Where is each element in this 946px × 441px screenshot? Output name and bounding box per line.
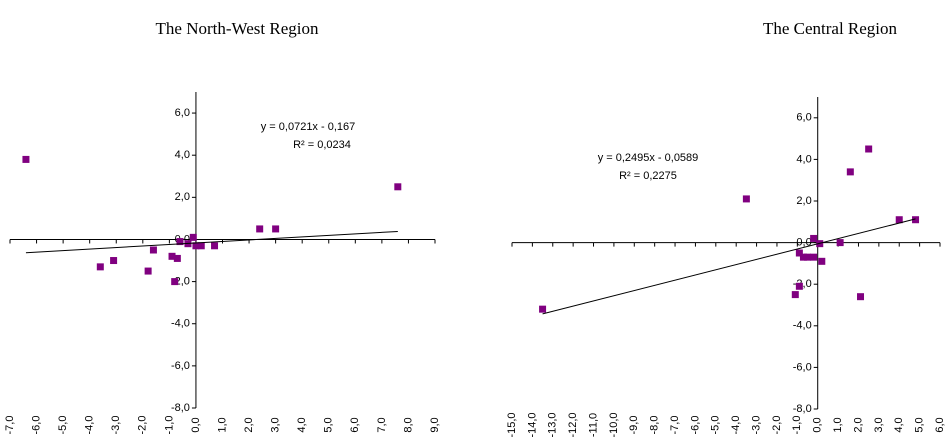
point xyxy=(818,257,826,265)
point xyxy=(912,216,920,224)
x-tick-label: -3,0 xyxy=(110,416,122,435)
x-tick-label: 0,0 xyxy=(190,417,202,432)
trendline xyxy=(25,230,398,254)
point xyxy=(189,233,197,241)
trend-equation: y = 0,2495x - 0,0589 xyxy=(598,152,699,164)
trend-equation: R² = 0,0234 xyxy=(293,139,351,151)
y-tick-label: 6,0 xyxy=(175,107,190,119)
point xyxy=(895,216,903,224)
point xyxy=(742,195,750,203)
point xyxy=(865,145,873,153)
y-tick-label: -6,0 xyxy=(793,361,812,373)
point xyxy=(168,252,176,260)
x-tick-label: 7,0 xyxy=(376,417,388,432)
x-tick-label: -11,0 xyxy=(587,413,599,437)
point xyxy=(256,225,264,233)
x-tick-label: -5,0 xyxy=(710,416,722,435)
point xyxy=(846,168,854,176)
point xyxy=(791,291,799,299)
y-tick-label: 6,0 xyxy=(796,112,811,124)
x-tick-label: -6,0 xyxy=(689,416,701,435)
x-tick-label: 1,0 xyxy=(832,417,844,432)
trend-equation: y = 0,0721x - 0,167 xyxy=(261,121,355,133)
x-tick-label: -1,0 xyxy=(163,416,175,435)
point xyxy=(799,253,807,261)
x-tick-label: 8,0 xyxy=(402,417,414,432)
x-tick-label: -3,0 xyxy=(750,416,762,435)
chart-title: The North-West Region xyxy=(156,19,319,38)
point xyxy=(857,293,865,301)
point xyxy=(192,242,200,250)
point xyxy=(810,234,818,242)
x-tick-label: -15,0 xyxy=(506,412,518,437)
y-tick-label: 2,0 xyxy=(796,195,811,207)
x-tick-label: 2,0 xyxy=(243,417,255,432)
point xyxy=(176,238,184,246)
trendline xyxy=(542,218,916,315)
x-tick-label: -2,0 xyxy=(137,416,149,435)
point xyxy=(394,183,402,191)
x-tick-label: -9,0 xyxy=(628,416,640,435)
x-tick-label: -4,0 xyxy=(84,416,96,435)
point xyxy=(144,267,152,275)
x-tick-label: 0,0 xyxy=(812,417,824,432)
x-tick-label: 6,0 xyxy=(934,417,946,432)
x-tick-label: -14,0 xyxy=(526,412,538,437)
x-tick-label: 3,0 xyxy=(270,417,282,432)
x-tick-label: -5,0 xyxy=(57,416,69,435)
point xyxy=(795,249,803,257)
trend-equation: R² = 0,2275 xyxy=(619,170,677,182)
y-tick-label: 4,0 xyxy=(796,153,811,165)
x-tick-label: 1,0 xyxy=(216,417,228,432)
x-tick-label: -8,0 xyxy=(649,416,661,435)
point xyxy=(810,253,818,261)
x-tick-label: -4,0 xyxy=(730,416,742,435)
x-tick-label: 5,0 xyxy=(914,417,926,432)
y-tick-label: -4,0 xyxy=(171,318,190,330)
point xyxy=(96,263,104,271)
x-tick-label: 4,0 xyxy=(296,417,308,432)
x-tick-label: -13,0 xyxy=(547,412,559,437)
x-tick-label: -6,0 xyxy=(30,416,42,435)
x-tick-label: 3,0 xyxy=(873,417,885,432)
y-tick-label: -8,0 xyxy=(171,402,190,414)
point xyxy=(110,257,118,265)
point xyxy=(211,242,219,250)
x-tick-label: -12,0 xyxy=(567,412,579,437)
y-tick-label: 0,0 xyxy=(796,237,811,249)
x-tick-label: 6,0 xyxy=(349,417,361,432)
point xyxy=(272,225,280,233)
point xyxy=(836,239,844,247)
point xyxy=(795,282,803,290)
point xyxy=(804,253,812,261)
y-tick-label: -6,0 xyxy=(171,360,190,372)
point xyxy=(171,278,179,286)
point xyxy=(149,246,157,254)
x-tick-label: 4,0 xyxy=(893,417,905,432)
point xyxy=(539,305,547,313)
chart-title: The Central Region xyxy=(763,19,898,38)
y-tick-label: 2,0 xyxy=(175,191,190,203)
y-tick-label: -4,0 xyxy=(793,320,812,332)
x-tick-label: -2,0 xyxy=(771,416,783,435)
x-tick-label: 9,0 xyxy=(429,417,441,432)
x-tick-label: 5,0 xyxy=(323,417,335,432)
x-tick-label: -7,0 xyxy=(4,416,16,435)
x-tick-label: -7,0 xyxy=(669,416,681,435)
point xyxy=(197,242,205,250)
point xyxy=(22,155,30,163)
y-tick-label: -8,0 xyxy=(793,403,812,415)
point xyxy=(173,254,181,262)
x-tick-label: 2,0 xyxy=(852,417,864,432)
y-tick-label: 4,0 xyxy=(175,149,190,161)
x-tick-label: -1,0 xyxy=(791,416,803,435)
x-tick-label: -10,0 xyxy=(608,412,620,437)
